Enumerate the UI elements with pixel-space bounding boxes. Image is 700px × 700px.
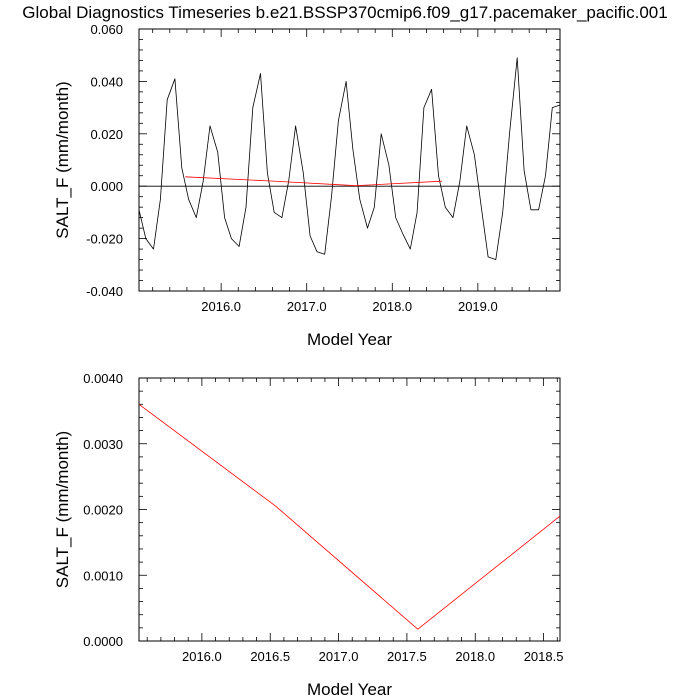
x-tick-label: 2019.0: [458, 299, 498, 314]
y-axis-label: SALT_F (mm/month): [53, 81, 72, 238]
y-tick-label: 0.0040: [83, 371, 123, 386]
y-tick-label: 0.0030: [83, 437, 123, 452]
series-line-0: [138, 403, 561, 630]
x-tick-label: 2016.0: [182, 649, 222, 664]
x-tick-label: 2016.0: [201, 299, 241, 314]
x-axis-label: Model Year: [307, 680, 392, 699]
bottom-panel: 2016.0 2016.5 2017.0 2017.5 2018.0 2018.5 0.00…: [53, 371, 563, 699]
x-tick-label: 2017.0: [287, 299, 327, 314]
x-tick-label: 2016.5: [250, 649, 290, 664]
y-tick-label: 0.000: [90, 179, 123, 194]
x-tick-label: 2018.0: [455, 649, 495, 664]
y-tick-label: 0.0020: [83, 503, 123, 518]
y-tick-label: 0.060: [90, 22, 123, 37]
x-tick-label: 2018.0: [372, 299, 412, 314]
x-axis-label: Model Year: [307, 330, 392, 349]
series-line-0: [138, 57, 561, 261]
y-tick-label: -0.020: [86, 232, 123, 247]
x-tick-label: 2017.5: [387, 649, 427, 664]
figure-title: Global Diagnostics Timeseries b.e21.BSSP…: [22, 3, 667, 22]
series-line-1: [185, 176, 442, 187]
plot-frame: [138, 377, 561, 642]
top-panel: 2016.0 2017.0 2018.0 2019.0 -0.040 -0.020 0.00…: [53, 22, 561, 349]
x-tick-label: 2017.0: [319, 649, 359, 664]
y-tick-label: 0.020: [90, 127, 123, 142]
x-tick-label: 2018.5: [524, 649, 564, 664]
y-tick-label: 0.0010: [83, 568, 123, 583]
y-tick-label: 0.0000: [83, 634, 123, 649]
plot-frame: [138, 28, 561, 292]
y-tick-label: 0.040: [90, 74, 123, 89]
y-tick-label: -0.040: [86, 284, 123, 299]
y-axis-label: SALT_F (mm/month): [53, 431, 72, 588]
